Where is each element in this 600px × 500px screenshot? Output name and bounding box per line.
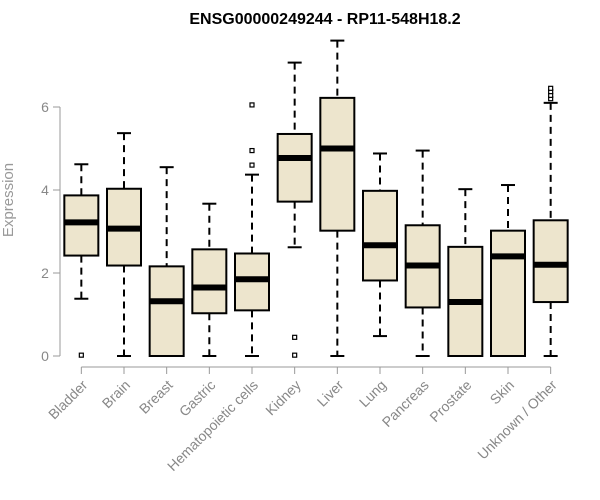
x-tick-label: Kidney: [262, 377, 304, 419]
boxes: [63, 39, 569, 358]
box-iqr: [191, 248, 228, 315]
outlier-point: [548, 85, 554, 91]
x-tick-label: Pancreas: [379, 377, 432, 430]
x-tick-label: Liver: [314, 377, 347, 410]
box-iqr: [276, 132, 313, 203]
box-iqr: [63, 194, 100, 257]
box-lung: [362, 152, 398, 338]
box-kidney: [276, 61, 313, 358]
box-gastric: [191, 202, 228, 357]
x-tick-label: Unknown / Other: [474, 377, 560, 463]
y-tick-label: 2: [41, 265, 49, 281]
x-tick-label: Lung: [356, 377, 389, 410]
y-axis-label: Expression: [0, 163, 17, 237]
box-hematopoietic-cells: [234, 102, 270, 357]
box-iqr: [532, 219, 569, 304]
box-iqr: [362, 189, 398, 282]
box-brain: [106, 132, 142, 357]
box-iqr: [148, 265, 185, 357]
y-tick-label: 6: [41, 99, 49, 115]
outlier-point: [249, 147, 255, 154]
x-tick-label: Gastric: [176, 377, 219, 420]
chart-title: ENSG00000249244 - RP11-548H18.2: [189, 11, 460, 28]
box-skin: [490, 184, 526, 357]
x-tick-label: Prostate: [426, 377, 474, 425]
axes: 0 2 4 6: [41, 99, 552, 374]
box-prostate: [447, 188, 484, 357]
outlier-point: [292, 334, 298, 340]
outlier-point: [78, 352, 84, 358]
outlier-point: [249, 162, 255, 168]
x-tick-label: Breast: [136, 377, 176, 417]
y-tick-label: 4: [41, 182, 49, 198]
outlier-point: [292, 352, 298, 358]
box-breast: [148, 166, 185, 357]
box-unknown-other: [532, 85, 569, 357]
y-tick-label: 0: [41, 348, 49, 364]
x-tick-label: Bladder: [45, 377, 91, 423]
box-bladder: [63, 163, 100, 358]
x-tick-label: Brain: [99, 377, 133, 411]
box-iqr: [490, 229, 526, 357]
box-liver: [319, 39, 356, 357]
x-tick-label: Skin: [487, 377, 518, 408]
box-iqr: [319, 96, 356, 232]
outlier-point: [249, 102, 255, 108]
box-pancreas: [404, 149, 441, 357]
